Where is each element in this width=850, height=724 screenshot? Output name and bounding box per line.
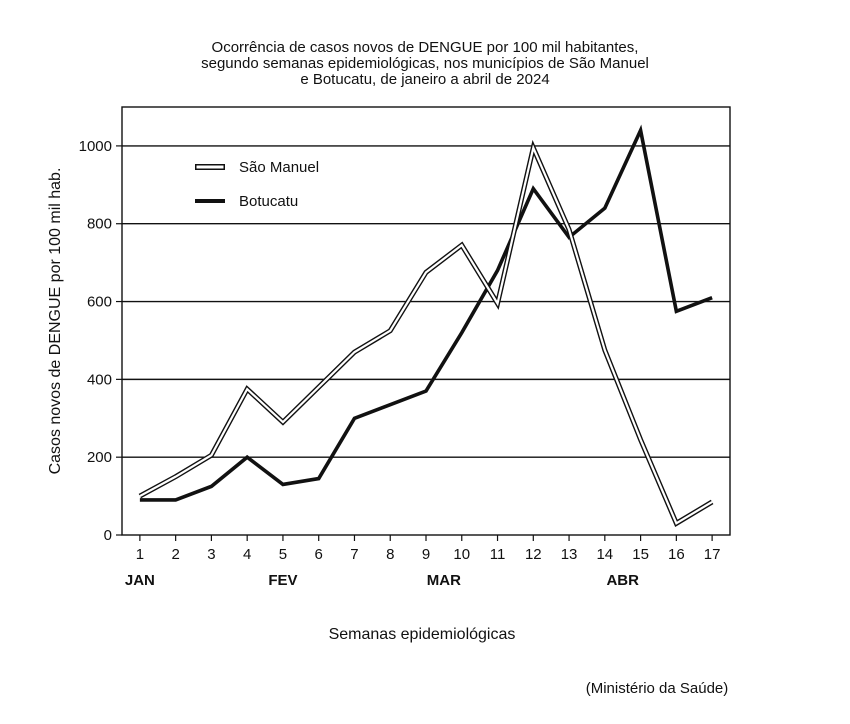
series-line-outer <box>138 139 714 527</box>
legend-label-botucatu: Botucatu <box>239 193 298 210</box>
x-tick-label: 6 <box>315 546 323 563</box>
x-tick-label: 15 <box>632 546 649 563</box>
series-line-inner <box>139 144 713 525</box>
series-line <box>139 124 713 502</box>
grid-lines <box>122 145 730 458</box>
chart-title-line: e Botucatu, de janeiro a abril de 2024 <box>300 71 549 88</box>
chart-title: Ocorrência de casos novos de DENGUE por … <box>201 39 649 88</box>
x-tick-label: 5 <box>279 546 287 563</box>
legend: São Manuel Botucatu <box>195 159 319 210</box>
x-tick-label: 10 <box>453 546 470 563</box>
chart-title-line: segundo semanas epidemiológicas, nos mun… <box>201 55 649 72</box>
x-tick-label: 8 <box>386 546 394 563</box>
month-label: FEV <box>268 572 297 589</box>
y-tick-label: 400 <box>87 371 112 388</box>
legend-label-sao-manuel: São Manuel <box>239 159 319 176</box>
y-tick-label: 1000 <box>79 138 112 155</box>
series-botucatu <box>139 124 713 502</box>
x-tick-label: 1 <box>136 546 144 563</box>
y-tick-label: 200 <box>87 449 112 466</box>
y-tick-label: 600 <box>87 294 112 311</box>
month-label: MAR <box>427 572 461 589</box>
x-tick-label: 14 <box>596 546 613 563</box>
x-tick-label: 7 <box>350 546 358 563</box>
x-tick-label: 4 <box>243 546 251 563</box>
month-label: ABR <box>606 572 639 589</box>
x-tick-label: 11 <box>490 546 506 563</box>
legend-item-sao-manuel: São Manuel <box>195 159 319 176</box>
x-tick-label: 2 <box>171 546 179 563</box>
source-note: (Ministério da Saúde) <box>586 680 729 697</box>
x-tick-label: 12 <box>525 546 542 563</box>
y-tick-label: 0 <box>104 527 112 544</box>
y-axis-ticks: 0 200 400 600 800 1000 <box>79 138 122 544</box>
y-tick-label: 800 <box>87 216 112 233</box>
x-axis-label: Semanas epidemiológicas <box>329 626 516 643</box>
x-axis-ticks: 1 2 3 4 5 6 7 8 9 10 11 12 13 14 15 16 17 <box>136 535 721 563</box>
month-labels: JAN FEV MAR ABR <box>125 572 639 589</box>
legend-item-botucatu: Botucatu <box>195 193 298 210</box>
plot-area-frame <box>121 106 731 536</box>
y-axis-label: Casos novos de DENGUE por 100 mil hab. <box>47 168 64 475</box>
x-tick-label: 13 <box>561 546 578 563</box>
series-lines <box>138 124 714 527</box>
chart-title-line: Ocorrência de casos novos de DENGUE por … <box>212 39 639 56</box>
month-label: JAN <box>125 572 155 589</box>
x-tick-label: 17 <box>704 546 721 563</box>
series-sao-manuel <box>138 139 714 527</box>
x-tick-label: 16 <box>668 546 685 563</box>
x-tick-label: 3 <box>207 546 215 563</box>
x-tick-label: 9 <box>422 546 430 563</box>
